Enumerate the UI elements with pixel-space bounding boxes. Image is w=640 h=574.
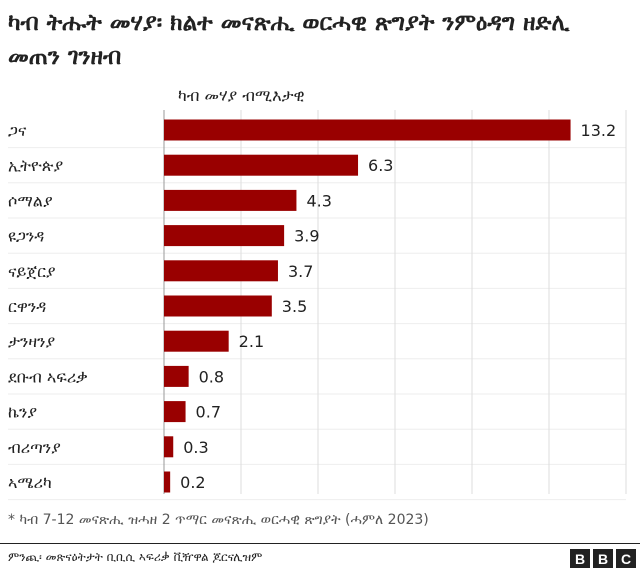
- category-label: ታንዛንያ: [8, 332, 55, 351]
- value-label: 3.5: [282, 297, 307, 316]
- bar: [164, 330, 229, 352]
- value-label: 6.3: [368, 156, 393, 175]
- value-label: 0.2: [180, 473, 205, 492]
- bbc-logo-letter: B: [570, 549, 590, 568]
- category-label: ኬንያ: [8, 403, 37, 422]
- bars: [164, 119, 571, 493]
- category-label: ናይጀርያ: [8, 262, 56, 281]
- bar-chart: ጋና ኢትዮጵያ ሶማልያ ዩጋንዳ ናይጀርያ ርዋንዳ ታንዛንያ ደቡብ ኣፍሪቃ ኬንያ…: [8, 110, 627, 501]
- value-label: 2.1: [239, 332, 264, 351]
- category-label: ብሪጣንያ: [8, 438, 61, 457]
- chart-subtitle: ካብ መሃያ ብሚእታዊ: [178, 86, 305, 105]
- value-label: 13.2: [581, 121, 617, 140]
- value-label: 0.7: [196, 403, 221, 422]
- bar: [164, 225, 285, 247]
- bar: [164, 295, 272, 317]
- bbc-logo-letter: C: [616, 549, 636, 568]
- category-label: ኣሜሪካ: [8, 473, 52, 492]
- bar: [164, 119, 571, 141]
- bar: [164, 401, 186, 423]
- category-label: ሶማልያ: [8, 191, 53, 210]
- category-labels: ጋና ኢትዮጵያ ሶማልያ ዩጋንዳ ናይጀርያ ርዋንዳ ታንዛንያ ደቡብ ኣፍሪቃ ኬንያ…: [8, 121, 88, 492]
- value-label: 4.3: [306, 191, 331, 210]
- value-label: 0.3: [183, 438, 208, 457]
- bar: [164, 154, 359, 176]
- source-note: ምንጪ፡ መጽናዕትታት ቢቢሲ ኣፍሪቃ ቪዥዋል ጆርናሊዝም: [8, 550, 263, 564]
- value-label: 3.9: [294, 227, 319, 246]
- category-label: ደቡብ ኣፍሪቃ: [8, 367, 88, 386]
- value-label: 3.7: [288, 262, 313, 281]
- chart-title: ካብ ትሑት መሃያ፡ ክልተ መናጽሒ ወርሓዊ ጽግያት ንምዕዳግ ዘድሊ…: [8, 10, 570, 70]
- footnote: * ካብ 7-12 መናጽሒ ዝሓዘ 2 ጥማር መናጽሒ ወርሓዊ ጽግያት …: [8, 512, 429, 528]
- category-label: ጋና: [8, 121, 27, 140]
- bbc-logo-letter: B: [593, 549, 613, 568]
- category-label: ኢትዮጵያ: [8, 156, 63, 175]
- category-label: ዩጋንዳ: [8, 227, 44, 246]
- footer-divider: [0, 543, 640, 544]
- bar: [164, 365, 189, 387]
- bar: [164, 189, 297, 211]
- value-labels: 13.2 6.3 4.3 3.9 3.7 3.5 2.1 0.8 0.7 0.3 0.2: [180, 121, 616, 492]
- bar: [164, 436, 174, 458]
- bar: [164, 260, 278, 282]
- value-label: 0.8: [199, 367, 224, 386]
- category-label: ርዋንዳ: [8, 297, 46, 316]
- bbc-logo: B B C: [570, 549, 636, 568]
- bar: [164, 471, 171, 493]
